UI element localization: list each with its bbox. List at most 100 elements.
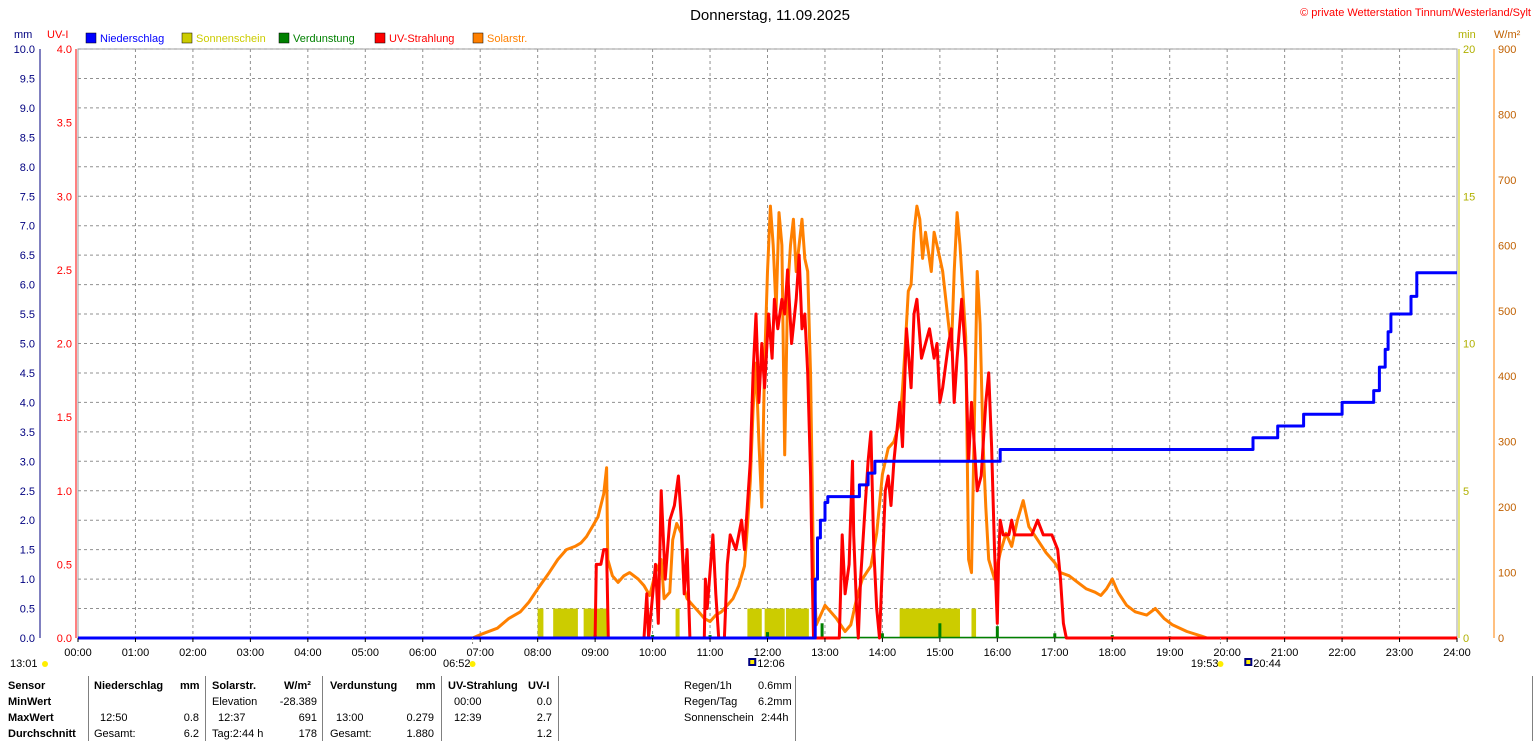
legend-swatch <box>472 32 484 44</box>
tick-label-wm2: 600 <box>1498 240 1516 252</box>
tick-label-wm2: 300 <box>1498 437 1516 449</box>
tick-label-x: 15:00 <box>926 647 954 659</box>
tick-label-uvi: 4.0 <box>57 44 72 56</box>
legend-swatch <box>85 32 97 44</box>
sunshine-bar <box>553 608 578 638</box>
tick-label-mm: 5.5 <box>20 309 35 321</box>
moonrise-time: 13:01 <box>10 658 38 670</box>
tick-label-x: 22:00 <box>1328 647 1356 659</box>
row-label-max: MaxWert <box>8 712 54 724</box>
tick-label-uvi: 2.0 <box>57 339 72 351</box>
legend-label: Verdunstung <box>293 33 355 45</box>
solar-max-value: 691 <box>298 712 317 724</box>
tick-label-x: 17:00 <box>1041 647 1069 659</box>
legend-swatch <box>374 32 386 44</box>
sunshine-bar <box>537 608 544 638</box>
tick-label-mm: 2.0 <box>20 515 35 527</box>
tick-label-mm: 3.5 <box>20 427 35 439</box>
legend-label: Niederschlag <box>100 33 164 45</box>
tick-label-x: 08:00 <box>524 647 552 659</box>
tick-label-x: 06:00 <box>409 647 437 659</box>
moonset-icon-inner <box>1246 660 1251 664</box>
solar-min-value: -28.389 <box>279 696 317 708</box>
solar_noon-time: 12:06 <box>757 658 785 670</box>
tick-label-x: 24:00 <box>1443 647 1471 659</box>
tick-label-mm: 0.5 <box>20 604 35 616</box>
legend-item: UV-Strahlung <box>374 32 454 45</box>
solar-header: Solarstr. <box>212 680 257 692</box>
tick-label-wm2: 700 <box>1498 175 1516 187</box>
legend: Niederschlag Sonnenschein Verdunstung UV-St… <box>85 32 527 45</box>
tick-label-uvi: 3.5 <box>57 118 72 130</box>
tick-label-x: 01:00 <box>122 647 150 659</box>
axes: 0.0 0.5 1.0 1.5 2.0 2.5 3.0 3.5 4.0 4.5 5.0 5.5 6.0 6… <box>14 44 1517 659</box>
niederschlag-max-time: 12:50 <box>100 712 128 724</box>
tick-label-uvi: 0.5 <box>57 559 72 571</box>
tick-label-x: 11:00 <box>697 647 724 659</box>
unit-min: min <box>1458 29 1476 41</box>
tick-label-mm: 4.5 <box>20 368 35 380</box>
tick-label-mm: 5.0 <box>20 339 35 351</box>
tick-label-min: 20 <box>1463 44 1475 56</box>
verdunstung-max-time: 13:00 <box>336 712 364 724</box>
tick-label-mm: 1.5 <box>20 545 35 557</box>
tick-label-x: 19:00 <box>1156 647 1184 659</box>
solar-avg-value: 178 <box>298 728 317 740</box>
uv-header: UV-Strahlung <box>448 680 518 692</box>
tick-label-x: 02:00 <box>179 647 207 659</box>
tick-label-wm2: 500 <box>1498 306 1516 318</box>
tick-label-mm: 4.0 <box>20 397 35 409</box>
legend-item: Sonnenschein <box>181 32 266 45</box>
verdunstung-header: Verdunstung <box>330 680 398 692</box>
tick-label-x: 23:00 <box>1386 647 1414 659</box>
sunshine-bar <box>785 608 809 638</box>
divider <box>88 676 89 741</box>
sunrise-time: 06:52 <box>443 658 471 670</box>
extra-value: 2:44h <box>761 712 789 724</box>
legend-label: Sonnenschein <box>196 33 266 45</box>
grid <box>77 48 1458 639</box>
unit-uvi: UV-I <box>47 29 68 41</box>
solar-unit: W/m² <box>284 680 311 692</box>
tick-label-x: 07:00 <box>466 647 494 659</box>
niederschlag-header: Niederschlag <box>94 680 164 692</box>
verdunstung-unit: mm <box>416 680 436 692</box>
tick-label-mm: 1.0 <box>20 574 35 586</box>
station-credit: © private Wetterstation Tinnum/Westerlan… <box>1300 7 1531 19</box>
weather-chart: Donnerstag, 11.09.2025 © private Wetters… <box>10 7 1531 670</box>
divider <box>1532 676 1533 741</box>
tick-label-mm: 0.0 <box>20 633 35 645</box>
niederschlag-sum-value: 6.2 <box>183 728 199 740</box>
row-label-avg: Durchschnitt <box>8 728 76 740</box>
tick-label-wm2: 200 <box>1498 502 1516 514</box>
divider <box>205 676 206 741</box>
sunset-time: 19:53 <box>1191 658 1219 670</box>
tick-label-min: 10 <box>1463 339 1475 351</box>
divider <box>441 676 442 741</box>
tick-label-x: 10:00 <box>639 647 667 659</box>
tick-label-mm: 6.5 <box>20 250 35 262</box>
sunshine-bar <box>899 608 960 638</box>
unit-mm: mm <box>14 29 32 41</box>
uv-max-time: 12:39 <box>454 712 482 724</box>
tick-label-mm: 7.5 <box>20 191 35 203</box>
uv-max-value: 2.7 <box>536 712 552 724</box>
tick-label-min: 0 <box>1463 633 1469 645</box>
sunshine-bar <box>747 608 762 638</box>
tick-label-x: 09:00 <box>581 647 609 659</box>
tick-label-wm2: 100 <box>1498 568 1516 580</box>
tick-label-uvi: 3.0 <box>57 191 72 203</box>
tick-label-uvi: 0.0 <box>57 633 72 645</box>
unit-wm2: W/m² <box>1494 29 1521 41</box>
tick-label-x: 04:00 <box>294 647 322 659</box>
verdunstung-sum-label: Gesamt: <box>330 728 372 740</box>
tick-label-x: 18:00 <box>1098 647 1126 659</box>
moonset-time: 20:44 <box>1253 658 1281 670</box>
tick-label-x: 20:00 <box>1213 647 1241 659</box>
extra-value: 0.6mm <box>758 680 792 692</box>
sunshine-bars <box>537 608 977 638</box>
uv-min-time: 00:00 <box>454 696 482 708</box>
legend-item: Niederschlag <box>85 32 164 45</box>
sunset-icon <box>1217 661 1224 667</box>
tick-label-mm: 8.0 <box>20 162 35 174</box>
